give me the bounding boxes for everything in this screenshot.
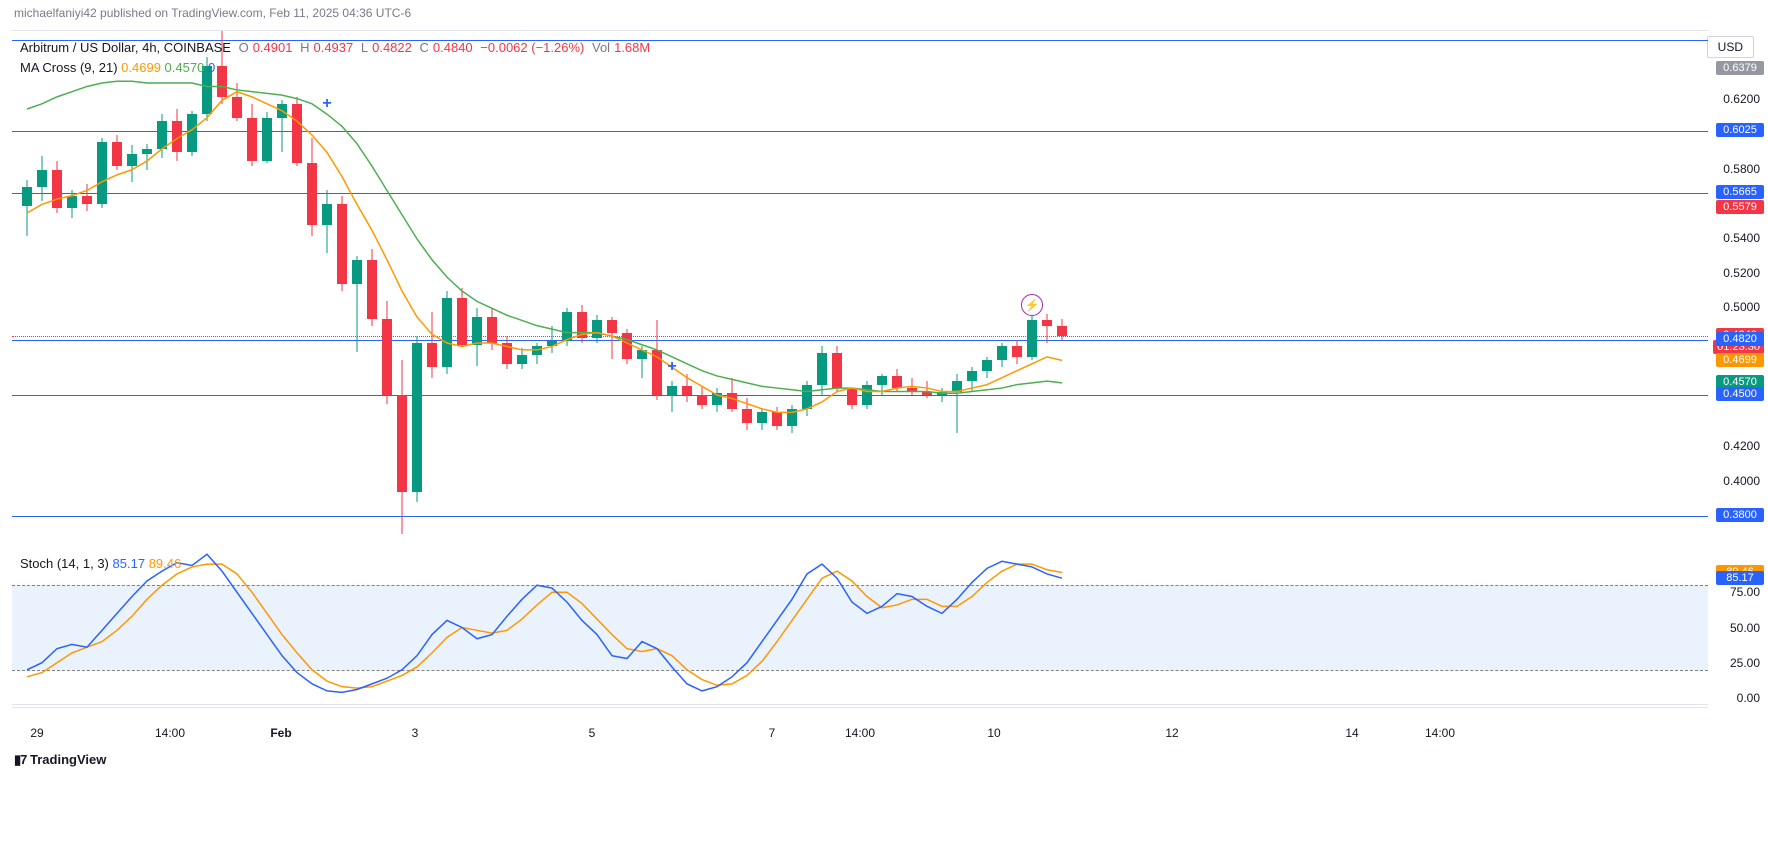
time-axis[interactable]: 29 14:00 Feb 3 5 7 14:00 10 12 14 14:00 (12, 720, 1708, 748)
stoch-tick: 50.00 (1730, 621, 1760, 635)
price-tick: 0.4000 (1723, 474, 1760, 488)
legend-main: Arbitrum / US Dollar, 4h, COINBASE O0.49… (20, 40, 654, 55)
price-tick: 0.5800 (1723, 162, 1760, 176)
tradingview-watermark: ▮7 TradingView (14, 752, 106, 768)
time-label: 14:00 (1425, 726, 1455, 740)
stoch-axis[interactable]: 0.0025.0050.0075.0089.4685.17 (1712, 550, 1764, 705)
legend-stoch: Stoch (14, 1, 3) 85.17 89.46 (20, 556, 181, 571)
price-pill: 0.6025 (1716, 123, 1764, 137)
stoch-chart[interactable]: Stoch (14, 1, 3) 85.17 89.46 (12, 550, 1708, 705)
time-label: 10 (987, 726, 1000, 740)
stoch-tick: 75.00 (1730, 585, 1760, 599)
price-pill: 0.4699 (1716, 353, 1764, 367)
price-pill: 0.5665 (1716, 185, 1764, 199)
price-pill: 0.6379 (1716, 61, 1764, 75)
symbol-title: Arbitrum / US Dollar, 4h, COINBASE (20, 40, 231, 55)
price-tick: 0.5400 (1723, 231, 1760, 245)
price-pill: 0.4820 (1716, 332, 1764, 346)
time-label: Feb (270, 726, 291, 740)
time-label: 14:00 (845, 726, 875, 740)
time-label: 29 (30, 726, 43, 740)
price-tick: 0.4200 (1723, 439, 1760, 453)
ma-cross-marker: + (667, 358, 676, 376)
stoch-tick: 25.00 (1730, 656, 1760, 670)
time-label: 12 (1165, 726, 1178, 740)
time-label: 7 (769, 726, 776, 740)
ma-cross-marker: + (322, 95, 331, 113)
price-tick: 0.5200 (1723, 266, 1760, 280)
time-label: 14:00 (155, 726, 185, 740)
stoch-tick: 0.00 (1737, 691, 1760, 705)
time-label: 5 (589, 726, 596, 740)
price-pill: 0.4500 (1716, 387, 1764, 401)
time-label: 14 (1345, 726, 1358, 740)
snap-icon[interactable]: ⚡ (1021, 294, 1043, 316)
publish-header: michaelfaniyi42 published on TradingView… (14, 6, 411, 20)
time-label: 3 (412, 726, 419, 740)
price-tick: 0.6200 (1723, 92, 1760, 106)
price-tick: 0.5000 (1723, 300, 1760, 314)
stoch-pill: 85.17 (1716, 571, 1764, 585)
price-pill: 0.5579 (1716, 200, 1764, 214)
price-pill: 0.3800 (1716, 508, 1764, 522)
legend-ma-cross: MA Cross (9, 21) 0.4699 0.4570 0 (20, 60, 215, 75)
